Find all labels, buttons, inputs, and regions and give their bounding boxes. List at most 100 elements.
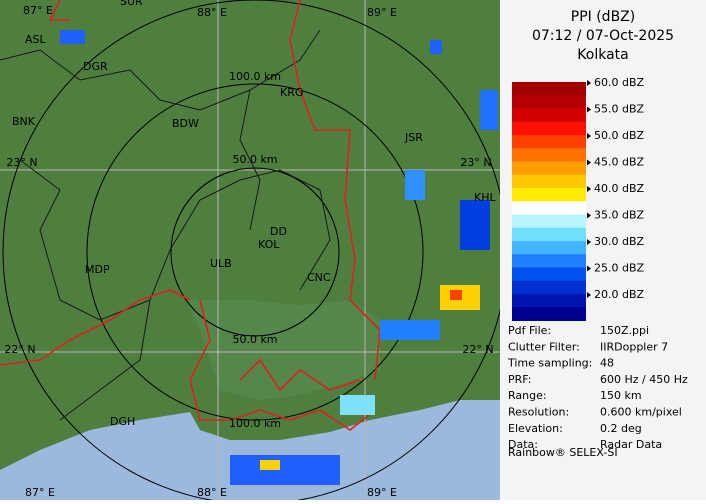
- footer: Rainbow® SELEX-SI: [508, 446, 618, 459]
- legend-swatch: [512, 267, 586, 282]
- legend-swatch: [512, 227, 586, 242]
- legend-arrow: [587, 186, 591, 192]
- city: DD: [270, 225, 287, 238]
- info-key: Data:: [508, 438, 538, 451]
- range-label: 100.0 km: [229, 70, 281, 83]
- grid-label: 88° E: [197, 486, 227, 499]
- legend-label: 45.0 dBZ: [594, 156, 645, 169]
- sea: [0, 400, 500, 500]
- panel-title: PPI (dBZ): [571, 9, 635, 25]
- echo: [405, 170, 425, 200]
- city: MDP: [85, 263, 110, 276]
- legend-swatch: [512, 121, 586, 136]
- legend-label: 60.0 dBZ: [594, 76, 645, 89]
- legend-swatch: [512, 214, 586, 229]
- legend-swatch: [512, 294, 586, 308]
- info-key: Elevation:: [508, 422, 563, 435]
- delta: [185, 300, 380, 400]
- echo: [380, 320, 440, 340]
- legend-label: 30.0 dBZ: [594, 235, 645, 248]
- legend-arrow: [587, 106, 591, 113]
- grid-label: 22° N: [4, 343, 35, 356]
- legend-label: 40.0 dBZ: [594, 182, 645, 195]
- legend-label: 55.0 dBZ: [594, 103, 645, 116]
- city: DGR: [83, 60, 108, 73]
- legend-swatch: [512, 108, 586, 123]
- range-label: 50.0 km: [232, 333, 277, 346]
- grid-label: 89° E: [367, 6, 397, 19]
- panel-time: 07:12 / 07-Oct-2025: [532, 28, 674, 44]
- grid-label: 89° E: [367, 486, 397, 499]
- info-value: 0.2 deg: [600, 422, 642, 435]
- echo: [480, 90, 498, 130]
- legend-arrow: [587, 239, 591, 245]
- info-value: 150 km: [600, 389, 642, 402]
- legend-swatch: [512, 174, 586, 189]
- city: BDW: [172, 117, 199, 130]
- city: ASL: [25, 33, 47, 46]
- legend-label: 25.0 dBZ: [594, 262, 645, 275]
- legend-arrow: [587, 133, 591, 139]
- legend-swatch: [512, 82, 586, 96]
- legend-arrow: [587, 265, 591, 272]
- grid-label: 23° N: [460, 156, 491, 169]
- city: JSR: [404, 131, 423, 144]
- info-key: PRF:: [508, 373, 531, 386]
- echo: [60, 30, 85, 44]
- echoes: [60, 30, 498, 485]
- city: KOL: [258, 238, 280, 251]
- range-label: 50.0 km: [232, 153, 277, 166]
- legend-swatch: [512, 188, 586, 202]
- city: CNC: [307, 271, 331, 284]
- legend-swatch: [512, 307, 586, 321]
- legend-arrow: [587, 212, 591, 219]
- legend-swatch: [512, 280, 586, 295]
- legend-arrow: [587, 159, 591, 166]
- info-value: IIRDoppler 7: [600, 340, 668, 353]
- legend-label: 50.0 dBZ: [594, 129, 645, 142]
- info-panel: PPI (dBZ) 07:12 / 07-Oct-2025 Kolkata Ra…: [500, 0, 706, 500]
- info-key: Pdf File:: [508, 324, 551, 337]
- city: BNK: [12, 115, 36, 128]
- legend-swatch: [512, 201, 586, 215]
- info-value: 600 Hz / 450 Hz: [600, 373, 688, 386]
- legend-swatch: [512, 135, 586, 149]
- grid-label: 23° N: [6, 156, 37, 169]
- city: KRG: [280, 86, 303, 99]
- grid-label: 87° E: [23, 4, 53, 17]
- legend-label: 20.0 dBZ: [594, 288, 645, 301]
- echo: [230, 455, 340, 485]
- grid-label: 88° E: [197, 6, 227, 19]
- echo: [430, 40, 442, 54]
- city: KHL: [474, 191, 496, 204]
- info-key: Time sampling:: [507, 357, 592, 370]
- district-borders: [0, 29, 331, 421]
- legend-arrow: [587, 292, 591, 298]
- grid-label: 22° N: [462, 343, 493, 356]
- info-value: 150Z.ppi: [600, 324, 649, 337]
- legend-swatch: [512, 241, 586, 255]
- echo: [340, 395, 375, 415]
- city: DGH: [110, 415, 135, 428]
- info-value: Radar Data: [600, 438, 662, 451]
- legend-swatch: [512, 95, 586, 109]
- state-borders: [0, 0, 381, 431]
- info-key: Range:: [508, 389, 547, 402]
- info-value: 48: [600, 357, 614, 370]
- panel-site: Kolkata: [577, 47, 628, 63]
- labels: 87° E 88° E 89° E 23° N 23° N 22° N 22° …: [4, 0, 496, 499]
- echo: [460, 200, 490, 250]
- echo: [260, 460, 280, 470]
- echo: [450, 290, 462, 300]
- grid-label: 87° E: [25, 486, 55, 499]
- legend-swatch: [512, 148, 586, 162]
- legend-swatch: [512, 254, 586, 268]
- info-key: Resolution:: [508, 406, 569, 419]
- legend-arrow: [587, 80, 591, 86]
- city: SUR: [120, 0, 143, 8]
- map: 87° E 88° E 89° E 23° N 23° N 22° N 22° …: [0, 0, 508, 504]
- info-value: 0.600 km/pixel: [600, 406, 682, 419]
- legend-label: 35.0 dBZ: [594, 209, 645, 222]
- range-label: 100.0 km: [229, 417, 281, 430]
